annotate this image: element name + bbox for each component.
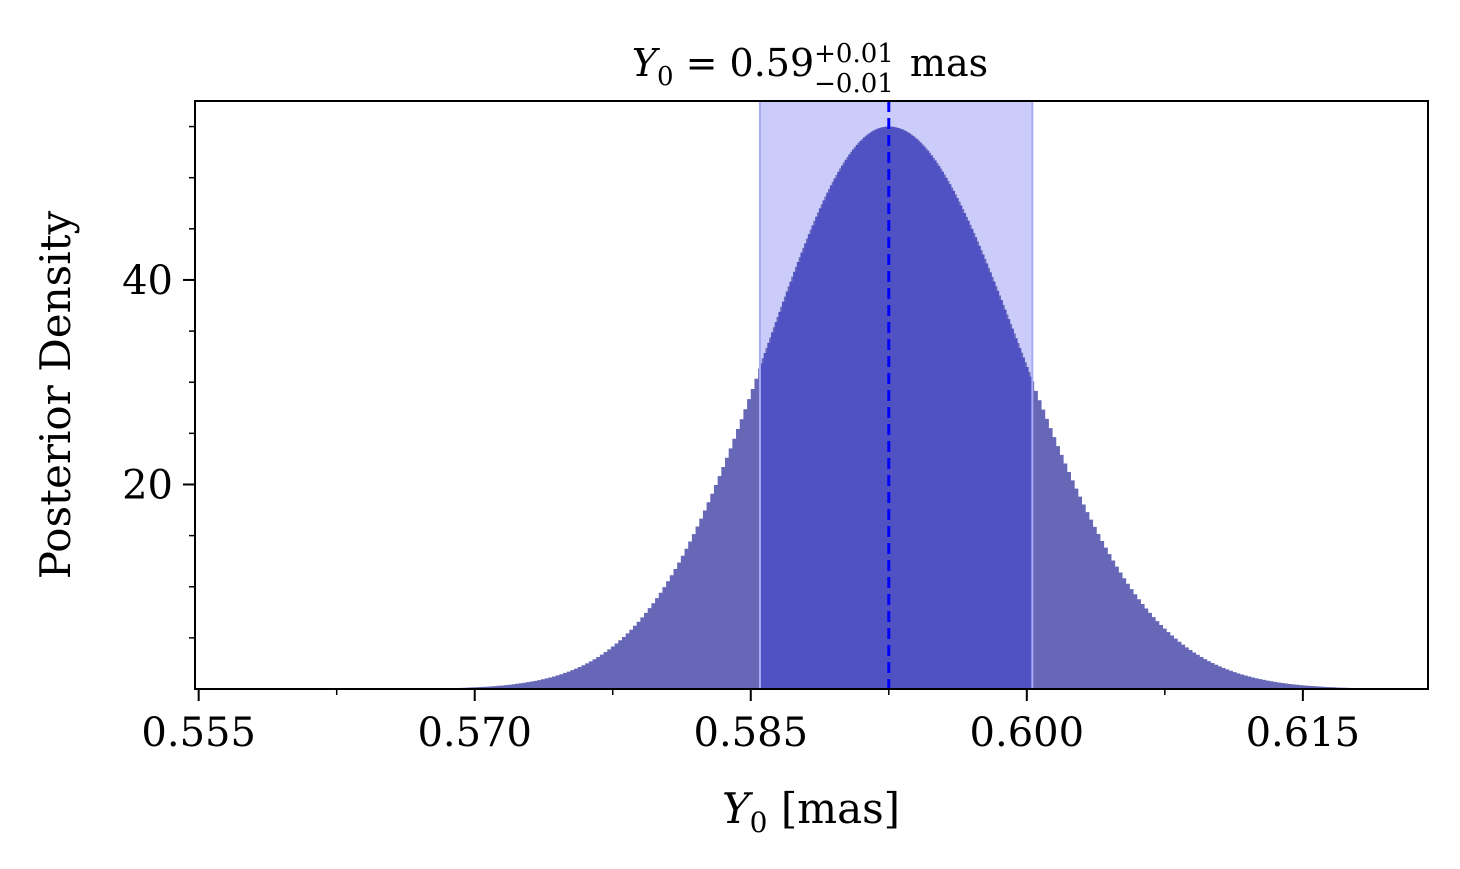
y-tick-label: 40 [122, 258, 173, 304]
x-tick-label: 0.615 [1246, 710, 1361, 756]
x-tick-label: 0.600 [970, 710, 1085, 756]
x-tick-label: 0.555 [141, 710, 256, 756]
title-equals: = [674, 41, 730, 85]
title-upper-error: +0.01 [814, 39, 894, 69]
y-tick-label: 20 [122, 462, 173, 508]
axes-frame [194, 100, 1429, 690]
plot-area [401, 101, 1373, 689]
title-unit: mas [898, 41, 988, 85]
xlabel-subscript: 0 [750, 806, 768, 839]
title-lower-error: −0.01 [814, 69, 894, 99]
x-axis-label: Y0 [mas] [722, 784, 900, 839]
title-value: 0.59 [730, 41, 815, 85]
chart-title: Y0 = 0.59+0.01 −0.01 mas [632, 39, 988, 99]
x-axis-ticks: 0.555 0.570 0.585 0.600 0.615 [141, 689, 1360, 756]
histogram-in-interval [759, 126, 1033, 689]
x-tick-label: 0.570 [417, 710, 532, 756]
x-tick-label: 0.585 [694, 710, 809, 756]
xlabel-symbol: Y [722, 784, 754, 833]
title-symbol: Y [632, 41, 661, 85]
xlabel-unit: [mas] [768, 784, 901, 833]
title-subscript: 0 [657, 62, 674, 92]
y-axis-label: Posterior Density [31, 210, 80, 579]
